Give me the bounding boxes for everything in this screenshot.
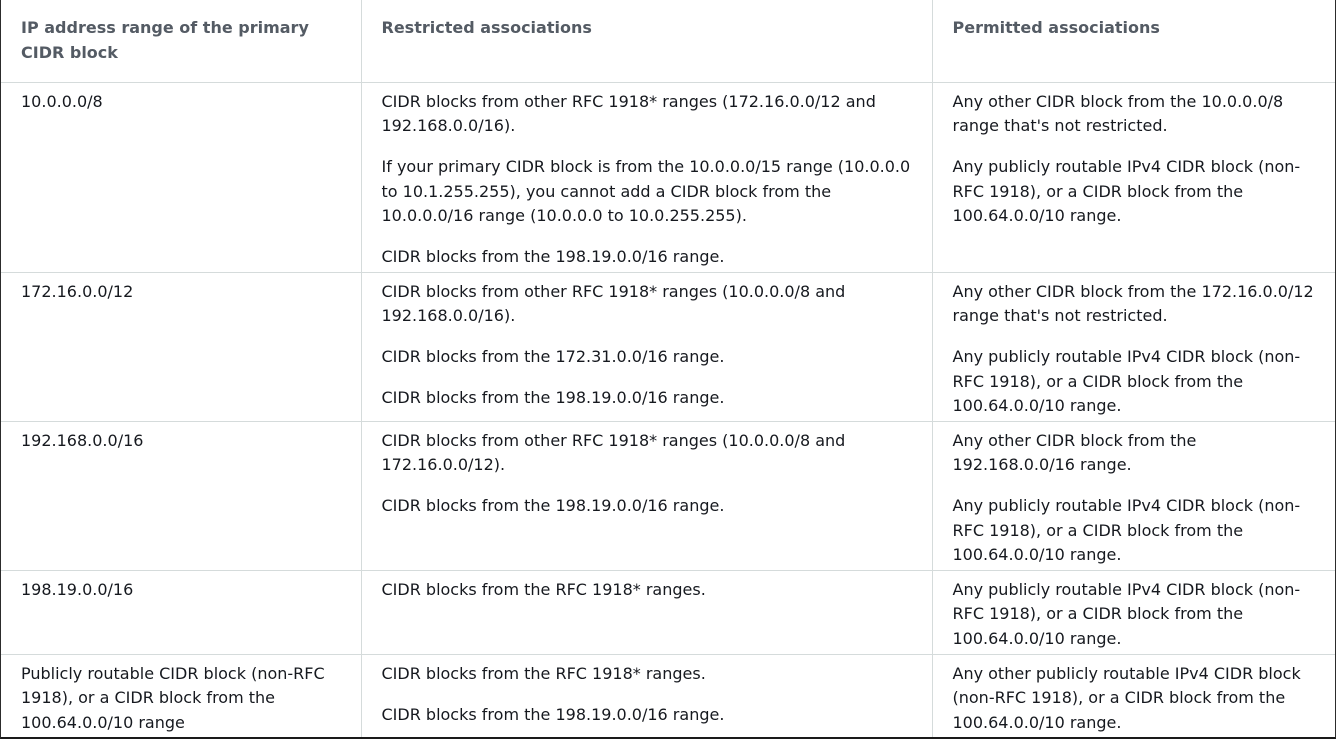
cell-ip-range: Publicly routable CIDR block (non-RFC 19… [1, 653, 361, 737]
restricted-text: CIDR blocks from the 198.19.0.0/16 range… [381, 704, 725, 724]
permitted-text: Any other CIDR block from the 172.16.0.0… [952, 281, 1314, 326]
table-row: 192.168.0.0/16 CIDR blocks from other RF… [1, 421, 1335, 571]
restricted-text: CIDR blocks from the 198.19.0.0/16 range… [381, 496, 725, 515]
ip-range-text: 172.16.0.0/12 [21, 281, 134, 301]
ip-range-text: 10.0.0.0/8 [21, 91, 103, 111]
permitted-text: Any other CIDR block from the 10.0.0.0/8… [952, 91, 1284, 136]
table-row: 10.0.0.0/8 CIDR blocks from other RFC 19… [1, 82, 1335, 273]
cell-restricted: CIDR blocks from the RFC 1918* ranges. [360, 570, 932, 655]
cell-permitted: Any other publicly routable IPv4 CIDR bl… [931, 653, 1335, 737]
cell-permitted: Any other CIDR block from the 192.168.0.… [931, 421, 1335, 571]
cell-ip-range: 198.19.0.0/16 [1, 570, 361, 655]
restricted-text: CIDR blocks from other RFC 1918* ranges … [381, 91, 876, 136]
cell-ip-range: 172.16.0.0/12 [1, 272, 361, 422]
permitted-text: Any publicly routable IPv4 CIDR block (n… [952, 157, 1301, 225]
restricted-text: CIDR blocks from other RFC 1918* ranges … [381, 281, 846, 326]
column-header-ip-range: IP address range of the primary CIDR blo… [1, 0, 361, 83]
cell-ip-range: 192.168.0.0/16 [1, 421, 361, 571]
table-row: 198.19.0.0/16 CIDR blocks from the RFC 1… [1, 570, 1335, 655]
ip-range-text: 192.168.0.0/16 [21, 430, 144, 450]
permitted-text: Any publicly routable IPv4 CIDR block (n… [952, 347, 1301, 415]
permitted-text: Any other CIDR block from the 192.168.0.… [952, 430, 1197, 475]
restricted-text: CIDR blocks from other RFC 1918* ranges … [381, 430, 846, 475]
table-header-row: IP address range of the primary CIDR blo… [1, 0, 1335, 83]
cell-permitted: Any other CIDR block from the 10.0.0.0/8… [931, 82, 1335, 273]
permitted-text: Any publicly routable IPv4 CIDR block (n… [952, 496, 1301, 564]
cell-restricted: CIDR blocks from the RFC 1918* ranges. C… [360, 653, 932, 737]
permitted-text: Any publicly routable IPv4 CIDR block (n… [952, 579, 1301, 648]
column-header-permitted: Permitted associations [931, 0, 1335, 83]
table-row: Publicly routable CIDR block (non-RFC 19… [1, 653, 1335, 737]
cell-permitted: Any other CIDR block from the 172.16.0.0… [931, 272, 1335, 422]
cell-restricted: CIDR blocks from other RFC 1918* ranges … [360, 421, 932, 571]
restricted-text: CIDR blocks from the RFC 1918* ranges. [381, 663, 706, 683]
table-row: 172.16.0.0/12 CIDR blocks from other RFC… [1, 272, 1335, 422]
cell-ip-range: 10.0.0.0/8 [1, 82, 361, 273]
cell-restricted: CIDR blocks from other RFC 1918* ranges … [360, 272, 932, 422]
permitted-text: Any other publicly routable IPv4 CIDR bl… [952, 663, 1301, 732]
ip-range-text: 198.19.0.0/16 [21, 579, 134, 599]
restricted-text: CIDR blocks from the 198.19.0.0/16 range… [381, 247, 725, 266]
ip-range-text: Publicly routable CIDR block (non-RFC 19… [21, 663, 325, 732]
column-header-restricted: Restricted associations [360, 0, 932, 83]
restricted-text: CIDR blocks from the 198.19.0.0/16 range… [381, 388, 725, 407]
cell-permitted: Any publicly routable IPv4 CIDR block (n… [931, 570, 1335, 655]
restricted-text: CIDR blocks from the RFC 1918* ranges. [381, 579, 706, 599]
cell-restricted: CIDR blocks from other RFC 1918* ranges … [360, 82, 932, 273]
restricted-text: If your primary CIDR block is from the 1… [381, 157, 911, 225]
restricted-text: CIDR blocks from the 172.31.0.0/16 range… [381, 347, 725, 366]
